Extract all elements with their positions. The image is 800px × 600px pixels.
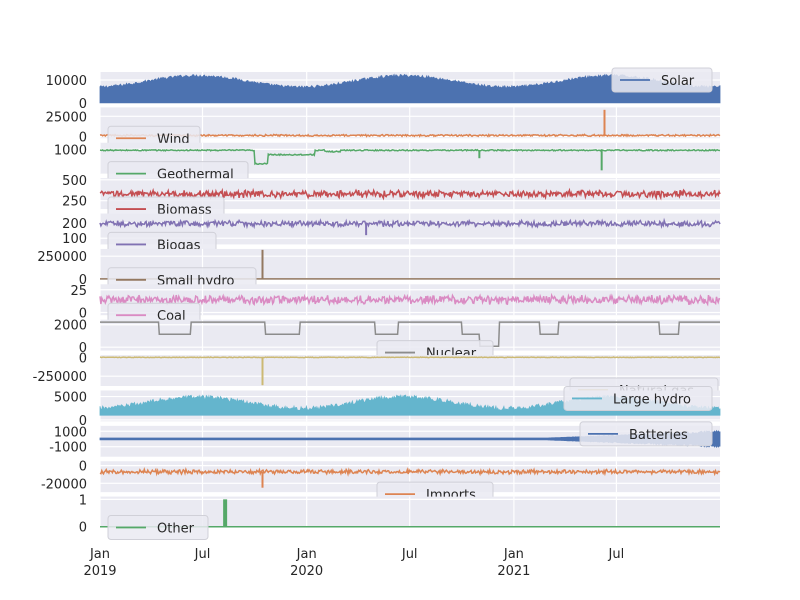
x-axis: Jan 2019 Jul Jan 2020 Jul Jan 2021 Jul [83, 547, 624, 579]
legend-label: Large hydro [613, 392, 691, 407]
subplot-solar: 0 10000 Solar [46, 67, 721, 112]
series-line-natural-gas [99, 356, 720, 359]
y-tick-label-imports: -20000 [41, 477, 87, 492]
x-tick-label: Jan [503, 547, 524, 562]
legend-box [579, 421, 713, 447]
x-tick-label: Jan [296, 547, 317, 562]
legend-label: Other [157, 522, 195, 537]
series-line-wind [99, 133, 721, 138]
legend-box [611, 67, 713, 93]
x-tick-label: Jul [401, 547, 418, 562]
y-tick-label-small-hydro: 250000 [37, 250, 87, 265]
series-area-batteries [99, 429, 721, 449]
y-tick-label-geothermal: 1000 [54, 143, 87, 158]
x-tick-label: Jul [608, 547, 625, 562]
x-tick-year-label: 2021 [497, 564, 530, 579]
y-tick-label-batteries: -1000 [49, 441, 87, 456]
x-tick-label: Jul [194, 547, 211, 562]
series-line-biogas [99, 217, 721, 230]
y-tick-label-other: 1 [79, 493, 87, 508]
y-tick-label-large-hydro: 5000 [54, 391, 87, 406]
y-tick-label-solar: 10000 [46, 74, 87, 89]
y-tick-label-natural-gas: -250000 [33, 370, 87, 385]
subplot-large-hydro: 0 5000 Large hydro [54, 385, 721, 429]
x-tick-label: Jan [89, 547, 110, 562]
y-tick-label-batteries: 1000 [54, 425, 87, 440]
series-line-geothermal [99, 148, 721, 166]
y-tick-label-wind: 0 [79, 131, 87, 146]
y-tick-label-small-hydro: 0 [79, 273, 87, 288]
y-tick-label-coal: 0 [79, 306, 87, 321]
series-line-nuclear [100, 321, 720, 348]
legend-box [107, 515, 209, 540]
y-tick-label-nuclear: 2000 [54, 319, 87, 334]
y-tick-label-other: 0 [79, 521, 87, 536]
legend-label: Batteries [629, 428, 688, 443]
legend-box [563, 385, 713, 411]
legend-solar: Solar [611, 67, 713, 93]
y-tick-label-biogas: 200 [62, 217, 87, 232]
series-line-coal [99, 292, 721, 307]
legend-label: Solar [661, 74, 695, 89]
subplot-other: 0 1 Other [79, 493, 720, 540]
legend-batteries: Batteries [579, 421, 713, 447]
y-tick-label-wind: 25000 [46, 110, 87, 125]
y-tick-label-biomass: 250 [62, 195, 87, 210]
y-tick-label-natural-gas: 0 [79, 351, 87, 366]
x-tick-year-label: 2020 [290, 564, 323, 579]
legend-large-hydro: Large hydro [563, 385, 713, 411]
y-tick-label-biogas: 100 [62, 232, 87, 247]
y-tick-label-solar: 0 [79, 97, 87, 112]
x-tick-year-label: 2019 [83, 564, 116, 579]
y-tick-label-imports: 0 [79, 460, 87, 475]
y-tick-label-coal: 25 [70, 284, 87, 299]
series-line-imports [99, 466, 721, 477]
y-tick-label-biomass: 500 [62, 174, 87, 189]
y-tick-label-large-hydro: 0 [79, 414, 87, 429]
y-tick-label-nuclear: 0 [79, 341, 87, 356]
legend-other: Other [107, 515, 209, 540]
series-line-biomass [99, 187, 721, 201]
